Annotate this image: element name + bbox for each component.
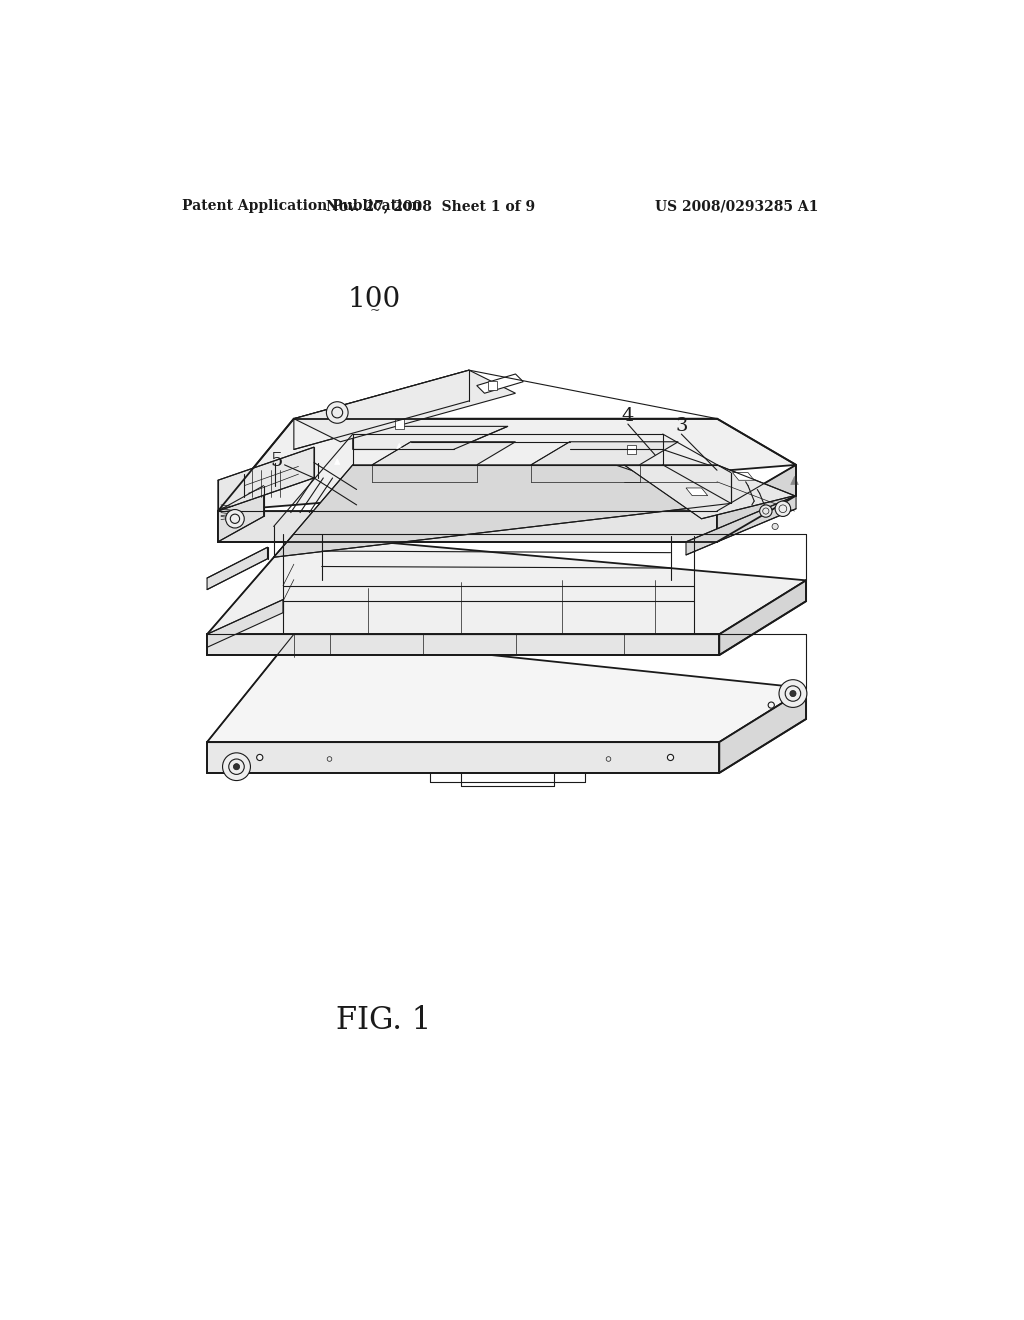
Circle shape — [606, 756, 611, 762]
Polygon shape — [207, 742, 719, 774]
Polygon shape — [487, 381, 497, 391]
Polygon shape — [732, 473, 755, 480]
Circle shape — [332, 407, 343, 418]
Polygon shape — [569, 449, 731, 473]
Polygon shape — [686, 496, 796, 554]
Polygon shape — [627, 445, 636, 454]
Circle shape — [225, 510, 245, 528]
Circle shape — [760, 506, 772, 517]
Circle shape — [775, 502, 791, 516]
Circle shape — [772, 523, 778, 529]
Text: ~: ~ — [370, 305, 380, 317]
Polygon shape — [207, 548, 267, 590]
Polygon shape — [624, 465, 795, 519]
Polygon shape — [294, 370, 469, 449]
Polygon shape — [372, 442, 515, 465]
Polygon shape — [207, 599, 283, 647]
Polygon shape — [273, 465, 731, 557]
Circle shape — [327, 401, 348, 424]
Polygon shape — [218, 447, 314, 511]
Circle shape — [230, 513, 240, 524]
Polygon shape — [686, 488, 708, 496]
Polygon shape — [352, 426, 508, 449]
Text: FIG. 1: FIG. 1 — [336, 1006, 431, 1036]
Polygon shape — [719, 688, 806, 774]
Circle shape — [257, 755, 263, 760]
Text: 5: 5 — [270, 451, 283, 470]
Polygon shape — [396, 444, 402, 449]
Polygon shape — [294, 370, 515, 442]
Circle shape — [233, 763, 240, 770]
Circle shape — [222, 752, 251, 780]
Polygon shape — [719, 581, 806, 655]
Circle shape — [668, 755, 674, 760]
Circle shape — [768, 702, 774, 708]
Circle shape — [779, 680, 807, 708]
Polygon shape — [207, 635, 719, 655]
Circle shape — [763, 508, 769, 515]
Text: 4: 4 — [622, 408, 634, 425]
Text: 100: 100 — [348, 286, 401, 313]
Polygon shape — [207, 535, 806, 635]
Polygon shape — [717, 465, 796, 543]
Polygon shape — [477, 374, 523, 393]
Polygon shape — [218, 418, 796, 511]
Circle shape — [790, 690, 796, 697]
Text: 3: 3 — [675, 417, 687, 436]
Text: Patent Application Publication: Patent Application Publication — [182, 199, 422, 213]
Polygon shape — [394, 420, 403, 429]
Circle shape — [228, 759, 245, 775]
Text: Nov. 27, 2008  Sheet 1 of 9: Nov. 27, 2008 Sheet 1 of 9 — [326, 199, 535, 213]
Polygon shape — [335, 459, 340, 465]
Circle shape — [785, 686, 801, 701]
Text: US 2008/0293285 A1: US 2008/0293285 A1 — [655, 199, 818, 213]
Polygon shape — [218, 486, 263, 543]
Polygon shape — [207, 635, 806, 742]
Polygon shape — [218, 511, 717, 543]
Polygon shape — [531, 442, 678, 465]
Polygon shape — [791, 477, 799, 484]
Circle shape — [779, 504, 786, 512]
Circle shape — [328, 756, 332, 762]
